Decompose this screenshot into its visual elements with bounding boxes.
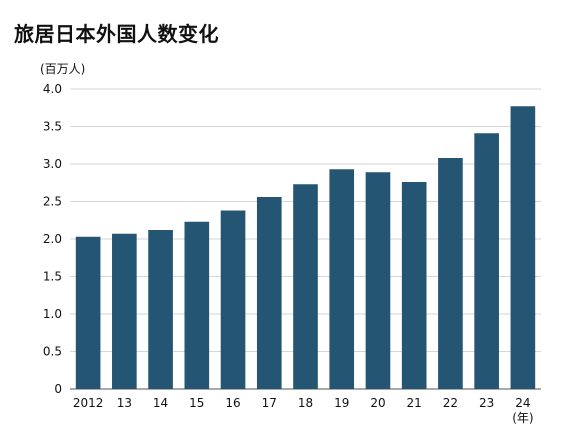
x-tick-label: 17 — [262, 396, 277, 410]
y-tick-label: 2.5 — [43, 195, 62, 209]
bar — [256, 197, 282, 389]
bar — [184, 221, 210, 389]
y-tick-label: 0.5 — [43, 345, 62, 359]
bar — [474, 133, 499, 389]
bars — [75, 106, 536, 389]
y-tick-label: 3.5 — [43, 120, 62, 134]
x-tick-label: 20 — [370, 396, 385, 410]
bar — [329, 169, 355, 389]
bar — [365, 172, 391, 389]
y-tick-label: 0 — [54, 382, 62, 396]
x-tick-label: 24 — [515, 396, 530, 410]
x-tick-label: 13 — [117, 396, 132, 410]
x-tick-label: 19 — [334, 396, 349, 410]
y-tick-label: 3.0 — [43, 157, 62, 171]
y-tick-label: 1.5 — [43, 270, 62, 284]
bar — [438, 158, 463, 389]
x-tick-label: 16 — [225, 396, 240, 410]
y-tick-label: 1.0 — [43, 307, 62, 321]
bar — [112, 233, 137, 389]
bar — [293, 184, 318, 389]
x-tick-label: 21 — [407, 396, 422, 410]
chart-title: 旅居日本外国人数变化 — [14, 22, 219, 46]
x-tick-labels: 2012 13 14 15 16 17 18 19 20 21 22 23 24 — [73, 396, 531, 410]
y-axis-unit-label: (百万人) — [40, 62, 86, 76]
x-tick-label: 2012 — [73, 396, 104, 410]
x-tick-label: 14 — [153, 396, 168, 410]
x-axis-unit-label: (年) — [512, 411, 533, 425]
x-tick-label: 18 — [298, 396, 313, 410]
x-tick-label: 22 — [443, 396, 458, 410]
bar — [510, 106, 536, 389]
x-tick-label: 23 — [479, 396, 494, 410]
y-tick-label: 2.0 — [43, 232, 62, 246]
x-tick-label: 15 — [189, 396, 204, 410]
bar — [401, 182, 427, 389]
bar — [75, 236, 101, 389]
y-tick-labels: 0 0.5 1.0 1.5 2.0 2.5 3.0 3.5 4.0 — [43, 82, 62, 396]
bar — [220, 210, 246, 389]
y-tick-label: 4.0 — [43, 82, 62, 96]
bar — [148, 230, 173, 389]
